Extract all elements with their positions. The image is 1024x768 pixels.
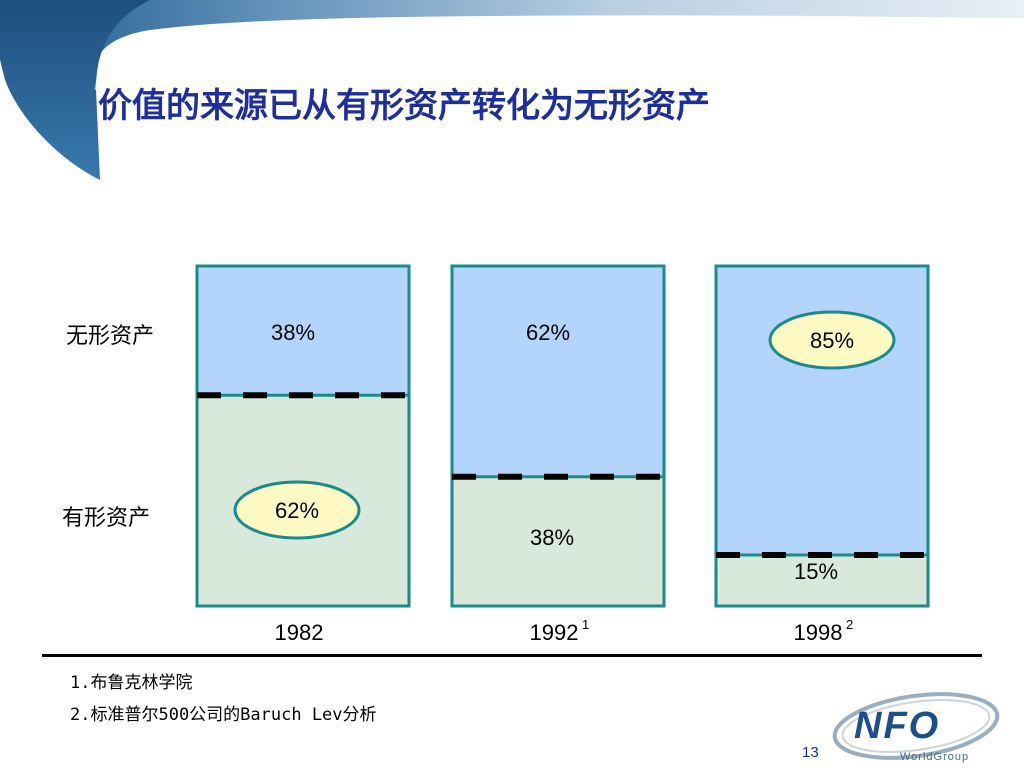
category-label-1982: 1982: [275, 620, 324, 645]
bar-frame-1982: [195, 264, 411, 608]
footnote-divider: [42, 654, 982, 657]
value-label-tangible-1992: 38%: [530, 525, 574, 550]
highlight-ellipse-tangible-1982: [233, 480, 361, 540]
footnote-1: 1.布鲁克林学院: [70, 673, 193, 693]
bar-intangible-1998: [716, 266, 928, 555]
logo-sub-text: WorldGroup: [900, 751, 969, 763]
highlight-ellipse-intangible-1998: [768, 310, 896, 370]
bar-tangible-1992: [452, 476, 664, 606]
category-superscript-1992: 1: [582, 617, 589, 632]
category-label-1998: 1998: [794, 620, 843, 645]
slide-title: 价值的来源已从有形资产转化为无形资产: [98, 86, 710, 126]
header-swoosh: [0, 0, 1024, 180]
value-label-tangible-1998: 15%: [794, 559, 838, 584]
bar-frame-1992: [450, 264, 666, 608]
value-label-intangible-1982: 38%: [271, 320, 315, 345]
row-label-tangible: 有形资产: [62, 506, 151, 531]
bar-frame-1998: [714, 264, 930, 608]
logo-brand-text: NFO: [854, 705, 940, 747]
page-number: 13: [802, 744, 819, 761]
footnote-2: 2.标准普尔500公司的Baruch Lev分析: [70, 705, 377, 725]
value-label-intangible-1992: 62%: [526, 320, 570, 345]
stacked-bar-chart: 38% 62% 1982 62% 38% 1992 1 85% 15% 1998 2: [195, 264, 930, 645]
bar-intangible-1982: [197, 266, 409, 396]
value-label-intangible-1998: 85%: [810, 328, 854, 353]
bar-intangible-1992: [452, 266, 664, 477]
category-label-1992: 1992: [530, 620, 579, 645]
value-label-tangible-1982: 62%: [275, 498, 319, 523]
nfo-worldgroup-logo: NFO WorldGroup: [832, 692, 1000, 763]
bar-tangible-1998: [716, 555, 928, 606]
category-superscript-1998: 2: [846, 617, 853, 632]
row-label-intangible: 无形资产: [66, 324, 155, 349]
